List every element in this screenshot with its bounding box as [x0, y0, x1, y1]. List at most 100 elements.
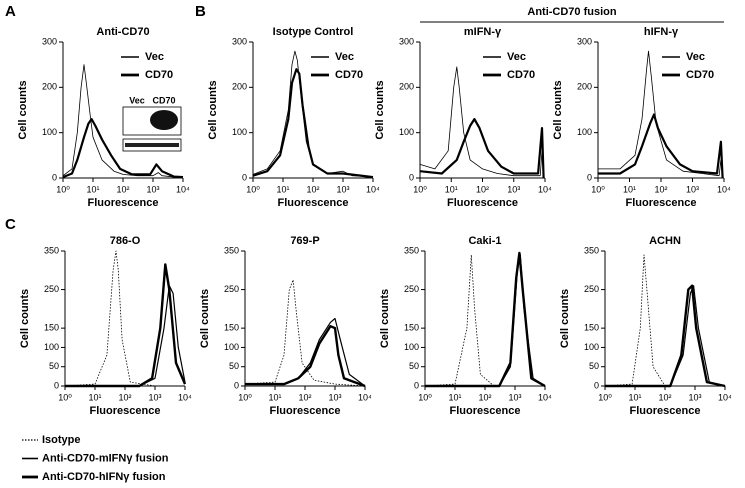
- histogram-line: [425, 254, 546, 387]
- chart-title: ACHN: [649, 235, 681, 247]
- legend-label: CD70: [507, 69, 535, 81]
- x-tick-label: 10²: [116, 184, 129, 194]
- x-tick-label: 10⁰: [591, 184, 605, 194]
- x-tick-label: 10⁰: [413, 184, 427, 194]
- x-tick-label: 10³: [148, 392, 161, 402]
- y-tick-label: 50: [49, 361, 59, 371]
- x-tick-label: 10⁰: [56, 184, 70, 194]
- x-tick-label: 10⁰: [418, 392, 432, 402]
- histogram-line: [605, 284, 726, 388]
- x-tick-label: 10³: [688, 392, 701, 402]
- y-tick-label: 200: [232, 82, 247, 92]
- x-tick-label: 10¹: [268, 392, 281, 402]
- y-tick-label: 0: [409, 172, 414, 182]
- chart-title: Anti-CD70: [96, 26, 149, 38]
- y-tick-label: 150: [584, 323, 599, 333]
- y-axis-label: Cell counts: [552, 80, 564, 139]
- y-tick-label: 200: [42, 82, 57, 92]
- y-tick-label: 0: [587, 172, 592, 182]
- x-tick-label: 10³: [507, 184, 520, 194]
- x-tick-label: 10²: [298, 392, 311, 402]
- panel-label: C: [5, 216, 16, 233]
- y-tick-label: 150: [404, 323, 419, 333]
- y-axis-label: Cell counts: [379, 289, 391, 348]
- x-tick-label: 10⁴: [538, 392, 552, 402]
- y-tick-label: 100: [232, 127, 247, 137]
- x-tick-label: 10⁴: [358, 392, 372, 402]
- y-tick-label: 0: [54, 380, 59, 390]
- histogram-line: [419, 66, 544, 179]
- y-axis-label: Cell counts: [559, 289, 571, 348]
- legend-label: Anti-CD70-hIFNγ fusion: [42, 471, 166, 483]
- x-axis-label: Fluorescence: [270, 405, 341, 417]
- panel-label: B: [195, 3, 206, 20]
- legend-label: CD70: [145, 69, 173, 81]
- histogram-line: [244, 279, 366, 387]
- y-tick-label: 100: [42, 127, 57, 137]
- x-tick-label: 10¹: [276, 184, 289, 194]
- y-axis-label: Cell counts: [374, 80, 386, 139]
- legend-label: Vec: [335, 51, 354, 63]
- x-axis-label: Fluorescence: [88, 197, 159, 209]
- y-tick-label: 150: [44, 323, 59, 333]
- y-tick-label: 300: [232, 36, 247, 46]
- y-tick-label: 100: [577, 127, 592, 137]
- x-axis-label: Fluorescence: [630, 405, 701, 417]
- y-axis-label: Cell counts: [17, 80, 29, 139]
- x-tick-label: 10⁰: [58, 392, 72, 402]
- chart-title: 769-P: [290, 235, 319, 247]
- y-tick-label: 200: [577, 82, 592, 92]
- x-tick-label: 10³: [686, 184, 699, 194]
- x-tick-label: 10⁴: [717, 184, 731, 194]
- x-tick-label: 10⁴: [178, 392, 192, 402]
- y-tick-label: 200: [399, 82, 414, 92]
- y-tick-label: 250: [44, 284, 59, 294]
- histogram-line: [62, 118, 184, 179]
- western-blot-inset: [122, 106, 182, 152]
- y-axis-label: Cell counts: [207, 80, 219, 139]
- x-tick-label: 10⁴: [176, 184, 190, 194]
- histogram-line: [598, 50, 723, 179]
- x-tick-label: 10²: [658, 392, 671, 402]
- x-tick-label: 10¹: [445, 184, 458, 194]
- x-axis-label: Fluorescence: [90, 405, 161, 417]
- x-tick-label: 10¹: [623, 184, 636, 194]
- y-tick-label: 0: [242, 172, 247, 182]
- histogram-line: [425, 251, 546, 388]
- y-tick-label: 50: [229, 361, 239, 371]
- panel-label: A: [5, 3, 16, 20]
- y-tick-label: 300: [399, 36, 414, 46]
- y-tick-label: 0: [234, 380, 239, 390]
- y-tick-label: 50: [589, 361, 599, 371]
- x-tick-label: 10¹: [88, 392, 101, 402]
- x-tick-label: 10²: [476, 184, 489, 194]
- y-tick-label: 100: [399, 127, 414, 137]
- y-tick-label: 350: [584, 245, 599, 255]
- x-tick-label: 10³: [508, 392, 521, 402]
- histogram-line: [64, 250, 185, 387]
- histogram-line: [245, 325, 366, 388]
- y-tick-label: 100: [44, 342, 59, 352]
- histogram-line: [65, 263, 187, 388]
- histogram-line: [419, 118, 545, 179]
- y-tick-label: 300: [42, 36, 57, 46]
- y-tick-label: 100: [584, 342, 599, 352]
- x-tick-label: 10¹: [628, 392, 641, 402]
- histogram-line: [62, 64, 184, 179]
- x-tick-label: 10³: [336, 184, 349, 194]
- y-tick-label: 350: [404, 245, 419, 255]
- histogram-line: [245, 317, 366, 387]
- histogram-line: [252, 68, 374, 179]
- x-tick-label: 10²: [306, 184, 319, 194]
- histogram-line: [605, 285, 726, 387]
- blot-band: [150, 110, 178, 130]
- blot-band: [125, 143, 179, 147]
- y-tick-label: 0: [594, 380, 599, 390]
- x-tick-label: 10⁴: [538, 184, 552, 194]
- y-tick-label: 250: [224, 284, 239, 294]
- y-tick-label: 100: [404, 342, 419, 352]
- x-axis-label: Fluorescence: [447, 197, 518, 209]
- legend-label: Vec: [507, 51, 526, 63]
- chart-title: Isotype Control: [273, 26, 354, 38]
- legend-label: Anti-CD70-mIFNγ fusion: [42, 452, 169, 464]
